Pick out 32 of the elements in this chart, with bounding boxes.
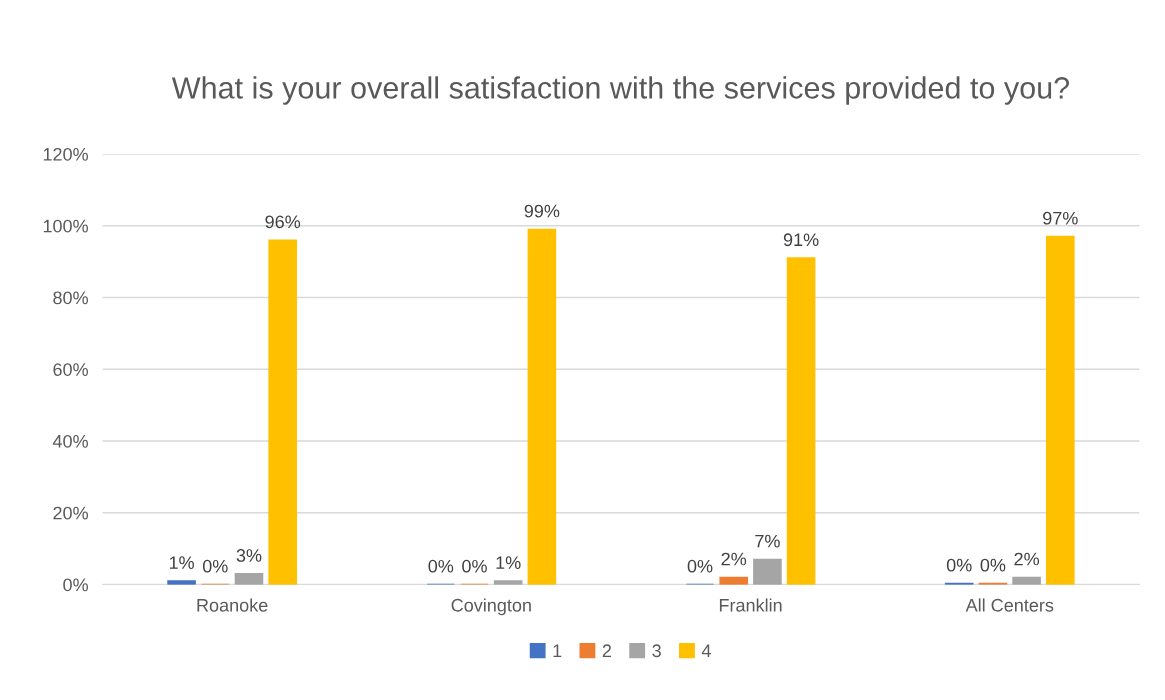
- data-label: 99%: [524, 204, 560, 218]
- data-label: 1%: [496, 556, 521, 569]
- legend-label: 3: [652, 644, 661, 658]
- data-label: 0%: [946, 558, 972, 572]
- legend-label: 4: [701, 644, 711, 657]
- data-label: 1%: [169, 556, 194, 569]
- data-label: 91%: [783, 233, 819, 247]
- y-tick-label: 20%: [53, 506, 88, 520]
- chart-title: What is your overall satisfaction with the services provided to you?: [171, 76, 1070, 105]
- y-tick-label: 100%: [43, 219, 88, 233]
- data-label: 0%: [980, 558, 1006, 572]
- data-label: 0%: [462, 559, 487, 573]
- data-label: 0%: [202, 559, 228, 573]
- x-tick-label: All Centers: [965, 598, 1054, 612]
- data-label: 2%: [1014, 552, 1040, 566]
- x-tick-label: Roanoke: [197, 598, 268, 612]
- data-label: 96%: [265, 215, 301, 229]
- data-label: 7%: [755, 534, 780, 548]
- y-tick-label: 80%: [53, 291, 88, 305]
- data-label: 3%: [236, 549, 262, 562]
- x-tick-label: Covington: [451, 598, 531, 616]
- legend-label: 1: [553, 644, 562, 657]
- y-tick-label: 60%: [53, 363, 88, 376]
- y-tick-label: 0%: [63, 578, 88, 592]
- y-tick-label: 40%: [52, 434, 88, 448]
- data-label: 2%: [721, 552, 747, 566]
- legend-label: 2: [602, 644, 612, 657]
- y-tick-label: 120%: [43, 147, 88, 161]
- data-label: 97%: [1043, 211, 1078, 225]
- data-label: 0%: [687, 559, 713, 573]
- x-tick-label: Franklin: [719, 598, 782, 612]
- data-label: 0%: [428, 559, 454, 573]
